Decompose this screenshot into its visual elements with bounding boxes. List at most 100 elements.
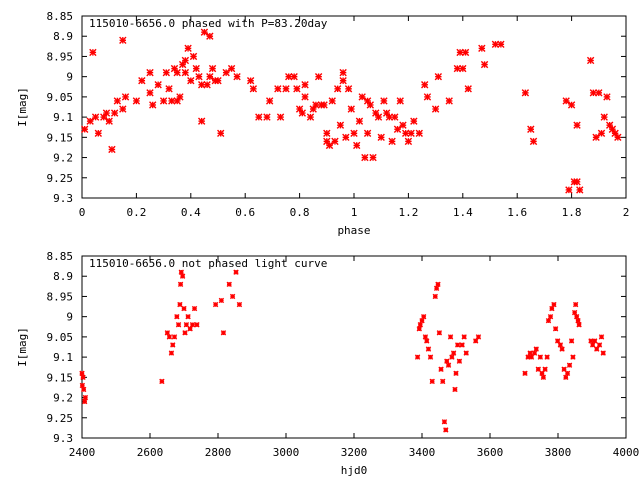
plot-title: 115010-6656.0 not phased light curve	[89, 257, 327, 270]
x-tick-label: 1.6	[507, 206, 527, 219]
data-point	[552, 326, 559, 332]
x-axis-title: phase	[337, 224, 370, 237]
data-point	[592, 338, 598, 344]
data-point	[159, 97, 168, 105]
data-point	[497, 40, 505, 49]
data-point	[105, 117, 113, 125]
data-point	[192, 64, 200, 73]
data-point	[353, 141, 361, 150]
x-tick-label: 3000	[273, 446, 300, 459]
data-point	[445, 97, 453, 105]
data-point	[369, 153, 377, 162]
y-tick-label: 9.05	[47, 91, 74, 104]
data-point	[564, 370, 571, 376]
data-point	[596, 342, 603, 348]
data-point	[456, 358, 463, 364]
y-tick-label: 8.95	[47, 290, 74, 303]
data-point	[255, 113, 263, 121]
data-point	[561, 366, 567, 372]
unphased-light-curve-panel: 2400 2600 2800 3000 3200 3400 3600 3800 4000 8.85…	[16, 250, 639, 477]
data-point	[461, 48, 470, 57]
data-point	[358, 93, 366, 101]
data-point	[320, 101, 328, 109]
y-tick-label: 9.2	[53, 392, 73, 405]
data-point	[162, 68, 171, 77]
data-point	[189, 52, 198, 61]
data-point	[274, 85, 282, 93]
data-point	[80, 374, 86, 381]
data-point	[79, 370, 85, 376]
x-tick-label: 0	[79, 206, 86, 219]
data-point	[121, 93, 130, 101]
data-point	[168, 97, 176, 105]
data-point	[197, 81, 206, 89]
data-point	[233, 269, 239, 275]
data-point	[233, 72, 241, 81]
data-point	[475, 334, 482, 340]
y-axis-title: I[mag]	[16, 327, 29, 367]
data-point	[325, 141, 334, 150]
data-point	[452, 386, 458, 393]
data-point	[183, 322, 190, 328]
data-point	[529, 137, 538, 146]
data-point	[570, 354, 576, 360]
data-point	[423, 93, 432, 101]
data-point	[374, 113, 383, 121]
data-point	[551, 301, 557, 308]
x-tick-label: 1.4	[453, 206, 473, 219]
data-point	[427, 354, 434, 360]
y-tick-label: 8.85	[47, 10, 74, 23]
data-point	[226, 281, 232, 288]
x-tick-label: 0.2	[126, 206, 146, 219]
data-point	[453, 64, 462, 73]
x-tick-label: 3800	[545, 446, 572, 459]
data-point	[563, 374, 569, 381]
data-point	[164, 330, 171, 336]
x-tick-label: 2400	[69, 446, 96, 459]
data-point	[568, 338, 575, 344]
y-tick-label: 9.25	[47, 172, 74, 185]
data-point	[301, 81, 309, 89]
data-point	[416, 326, 422, 332]
data-point	[290, 72, 298, 81]
data-point	[339, 68, 347, 77]
y-axis-title: I[mag]	[16, 87, 29, 127]
data-point	[182, 330, 188, 336]
data-point	[456, 48, 464, 57]
y-tick-label: 9	[66, 311, 73, 324]
data-point	[600, 113, 608, 121]
data-point	[603, 93, 611, 101]
data-point	[361, 153, 369, 162]
data-point	[572, 301, 579, 308]
data-point	[396, 97, 404, 105]
data-point	[181, 68, 190, 77]
data-point	[146, 89, 154, 97]
data-point	[312, 101, 320, 109]
data-point	[576, 186, 584, 194]
data-point	[566, 362, 573, 368]
data-point	[298, 109, 307, 117]
data-point	[306, 113, 315, 121]
data-point	[206, 32, 214, 40]
x-tick-label: 3400	[409, 446, 436, 459]
data-point	[336, 121, 345, 129]
data-point	[222, 68, 230, 77]
data-point	[521, 89, 530, 97]
data-point	[212, 301, 219, 308]
data-point	[331, 137, 339, 146]
x-tick-label: 0.6	[235, 206, 255, 219]
y-tick-label: 9.3	[53, 192, 73, 205]
data-point	[547, 313, 554, 320]
data-point	[194, 322, 200, 328]
data-point	[421, 81, 429, 89]
data-point	[592, 133, 600, 142]
data-point	[597, 129, 606, 137]
data-point	[414, 354, 421, 360]
data-point	[344, 85, 353, 93]
data-point	[573, 121, 581, 129]
data-point	[393, 125, 402, 133]
data-point	[236, 301, 243, 308]
x-tick-label: 1	[351, 206, 358, 219]
data-point	[168, 350, 175, 356]
data-point	[342, 133, 350, 142]
